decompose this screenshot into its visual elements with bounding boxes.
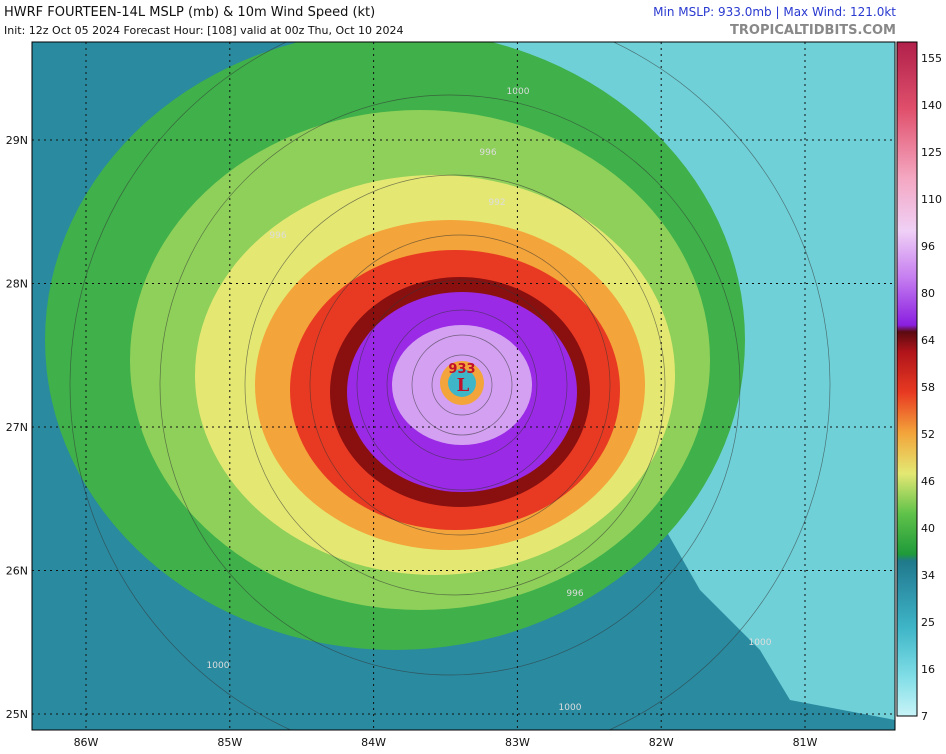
colorbar [896,41,918,717]
lat-label: 27N [6,421,28,434]
isobar-label: 1000 [207,661,230,671]
eye [448,369,476,397]
isobar-label: 996 [566,589,583,599]
lat-label: 28N [6,278,28,291]
credit: TROPICALTIDBITS.COM [730,23,896,38]
isobar-label: 1000 [559,703,582,713]
colorbar-label: 64 [921,334,935,347]
colorbar-label: 40 [921,522,935,535]
lon-label: 84W [361,736,386,749]
subtitle: Init: 12z Oct 05 2024 Forecast Hour: [10… [4,24,404,37]
isobar-label: 1000 [507,87,530,97]
low-symbol: L [457,375,470,396]
colorbar-label: 25 [921,616,935,629]
colorbar-label: 140 [921,99,942,112]
lon-label: 85W [217,736,242,749]
isobars [69,42,831,730]
isobar-label: 996 [479,148,496,158]
colorbar-label: 7 [921,710,928,723]
graticule [32,42,895,730]
lon-label: 83W [505,736,530,749]
colorbar-label: 155 [921,52,942,65]
colorbar-label: 52 [921,428,935,441]
colorbar-label: 16 [921,663,935,676]
colorbar-label: 34 [921,569,935,582]
map-frame [31,41,896,731]
stats: Min MSLP: 933.0mb | Max Wind: 121.0kt [653,5,896,19]
labels: 29N 28N 27N 26N 25N 86W 85W 84W 83W 82W 81W 1000 996… [6,52,942,749]
lat-label: 29N [6,134,28,147]
lon-label: 86W [74,736,99,749]
colorbar-label: 110 [921,193,942,206]
colorbar-label: 80 [921,287,935,300]
isobar-label: 996 [269,231,286,241]
title: HWRF FOURTEEN-14L MSLP (mb) & 10m Wind S… [4,5,375,20]
colorbar-label: 96 [921,240,935,253]
lon-label: 81W [793,736,818,749]
lon-label: 82W [649,736,674,749]
center-pressure: 933 [448,362,475,377]
map [32,42,895,730]
isobar-label: 992 [488,198,505,208]
colorbar-label: 125 [921,146,942,159]
colorbar-label: 46 [921,475,935,488]
lat-label: 25N [6,708,28,721]
lat-label: 26N [6,565,28,578]
isobar-label: 1000 [749,638,772,648]
colorbar-label: 58 [921,381,935,394]
